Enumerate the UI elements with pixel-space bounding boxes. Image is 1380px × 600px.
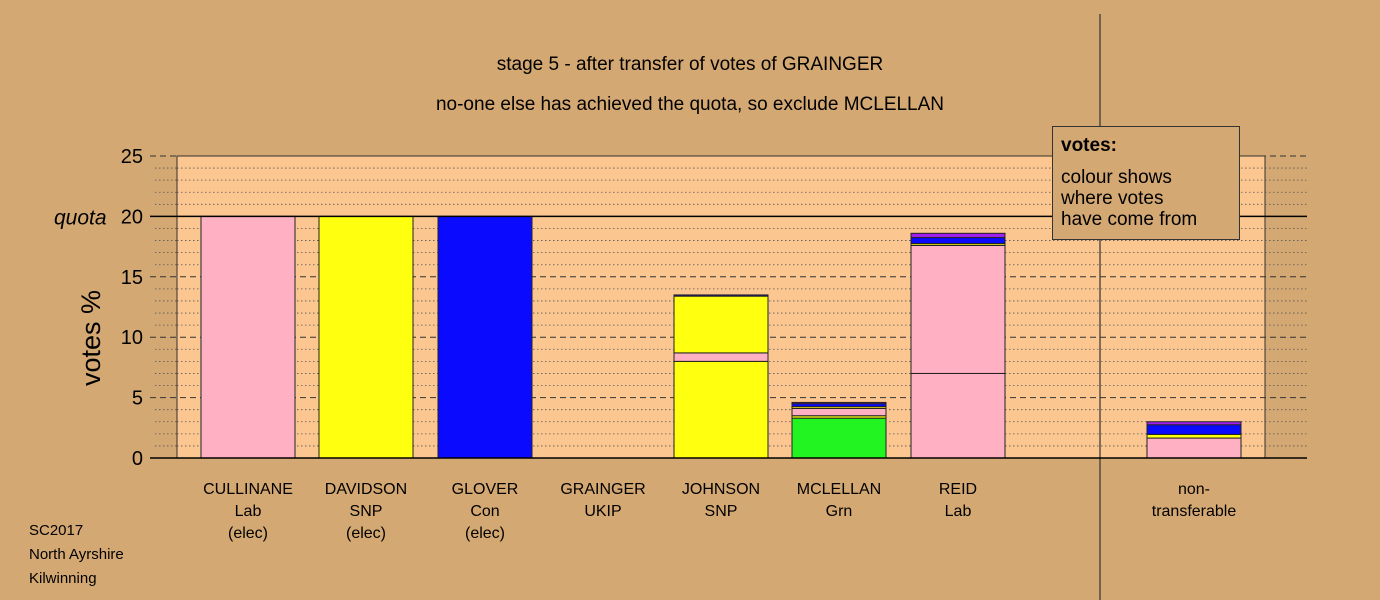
y-tick-label: 0 [132,448,143,470]
legend-line: have come from [1061,209,1198,230]
legend-line: where votes [1061,188,1164,209]
y-tick-label: 5 [132,388,143,410]
footer-election: SC2017 [29,522,84,539]
x-tick-label: DAVIDSON [325,481,407,498]
x-tick-label: Lab [235,503,262,520]
x-tick-label: SNP [705,503,738,520]
bar-segment [437,215,533,459]
bar-segment [910,232,1006,239]
bar-segment [1146,437,1242,459]
bar-segment [1146,424,1242,435]
x-tick-label: (elec) [346,525,386,542]
bar-segment [791,407,887,417]
bar-segment [318,215,414,459]
bar-segment [1146,433,1242,439]
x-tick-label: (elec) [465,525,505,542]
x-tick-label: CULLINANE [203,481,293,498]
bar-segment [910,244,1006,374]
bar-segment [673,295,769,354]
x-tick-label: MCLELLAN [797,481,881,498]
bar-segment [673,360,769,459]
legend-heading: votes: [1061,135,1117,156]
bar-segment [673,352,769,362]
bar-segment [910,237,1006,245]
x-tick-label: UKIP [584,503,621,520]
y-tick-label: 10 [121,327,143,349]
legend-text: colour shows where votes have come from [1061,167,1231,230]
legend-box: votes: colour shows where votes have com… [1052,126,1240,240]
bar-segment [791,417,887,459]
bar-segment [673,294,769,297]
x-tick-label: Lab [945,503,972,520]
legend-line: colour shows [1061,167,1172,188]
x-tick-label: non- [1178,481,1210,498]
bar-segment [910,372,1006,459]
x-tick-label: (elec) [228,525,268,542]
x-tick-label: Con [470,503,499,520]
footer-council: North Ayrshire [29,546,124,563]
y-tick-label: 15 [121,267,143,289]
y-axis-label: votes % [76,290,106,386]
bar-segment [200,215,296,459]
x-tick-label: GLOVER [452,481,519,498]
y-tick-label: 20 [121,206,143,228]
chart-title: stage 5 - after transfer of votes of GRA… [496,54,884,75]
x-tick-label: JOHNSON [682,481,760,498]
bar-segment [791,401,887,405]
bar-segment [1146,421,1242,426]
chart-subtitle: no-one else has achieved the quota, so e… [435,94,945,115]
quota-label: quota [54,206,107,229]
footer-ward: Kilwinning [29,570,97,587]
x-tick-label: transferable [1152,503,1237,520]
x-tick-label: SNP [350,503,383,520]
y-tick-label: 25 [121,146,143,168]
x-tick-label: Grn [826,503,853,520]
x-tick-label: GRAINGER [560,481,645,498]
x-tick-label: REID [939,481,977,498]
